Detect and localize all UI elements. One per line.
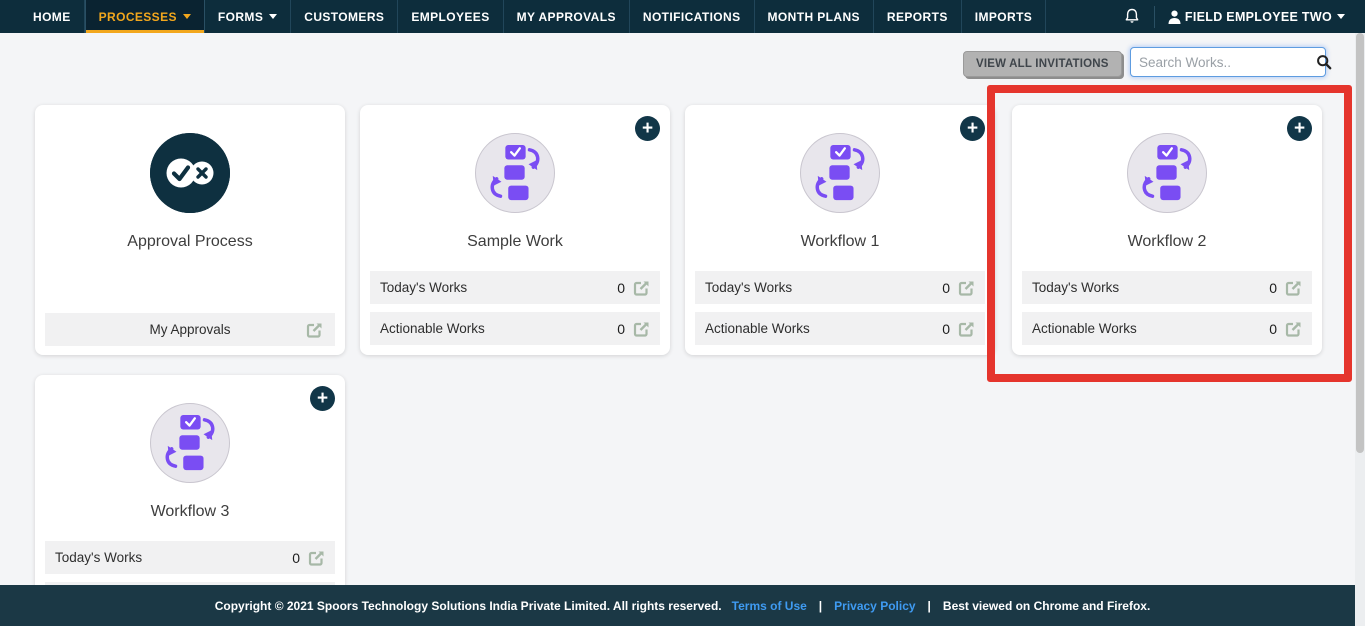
copyright-text: Copyright © 2021 Spoors Technology Solut… <box>214 598 722 613</box>
add-work-button[interactable]: + <box>310 386 335 411</box>
nav-item-my-approvals[interactable]: MY APPROVALS <box>504 0 630 33</box>
row-label: Today's Works <box>380 280 468 295</box>
workflow-icon <box>800 133 880 213</box>
todays-works-row[interactable]: Today's Works 0 <box>695 271 985 304</box>
external-link-icon[interactable] <box>306 321 323 338</box>
nav-item-processes[interactable]: PROCESSES <box>84 0 205 33</box>
actionable-works-row[interactable]: Actionable Works 0 <box>695 312 985 345</box>
nav-item-notifications[interactable]: NOTIFICATIONS <box>630 0 755 33</box>
card-workflow-3[interactable]: + Workflow 3 Today's Works 0 <box>35 375 345 625</box>
row-count: 0 <box>617 279 625 296</box>
row-count: 0 <box>1269 279 1277 296</box>
nav-item-month-plans[interactable]: MONTH PLANS <box>755 0 874 33</box>
chevron-down-icon <box>1337 14 1345 19</box>
row-label: Actionable Works <box>705 321 810 336</box>
privacy-policy-link[interactable]: Privacy Policy <box>834 598 916 613</box>
card-title: Workflow 3 <box>150 503 230 520</box>
user-name: FIELD EMPLOYEE TWO <box>1184 9 1332 24</box>
nav-item-imports[interactable]: IMPORTS <box>962 0 1047 33</box>
nav-item-label: CUSTOMERS <box>304 9 385 24</box>
row-count: 0 <box>942 279 950 296</box>
chevron-down-icon <box>182 14 191 19</box>
browser-note-text: Best viewed on Chrome and Firefox. <box>942 598 1151 613</box>
my-approvals-row[interactable]: My Approvals <box>45 313 335 346</box>
card-workflow-1[interactable]: + Workflow 1 Today's Works 0 <box>685 105 995 355</box>
row-label: My Approvals <box>149 322 231 337</box>
nav-item-label: EMPLOYEES <box>411 9 490 24</box>
card-sample-work[interactable]: + Sample Work Today's Works 0 <box>360 105 670 355</box>
nav-item-label: IMPORTS <box>974 9 1033 24</box>
nav-menu: HOME PROCESSES FORMS CUSTOMERS EMPLOYEES… <box>20 0 1047 33</box>
footer-separator: | <box>927 598 931 613</box>
bell-icon <box>1125 8 1139 23</box>
user-menu-button[interactable]: FIELD EMPLOYEE TWO <box>1155 0 1349 33</box>
nav-item-customers[interactable]: CUSTOMERS <box>291 0 399 33</box>
actionable-works-row[interactable]: Actionable Works 0 <box>370 312 660 345</box>
row-label: Actionable Works <box>1032 321 1137 336</box>
scrollbar-track[interactable] <box>1355 33 1365 626</box>
card-workflow-2[interactable]: + Workflow 2 Today's Works 0 <box>1012 105 1322 355</box>
add-work-button[interactable]: + <box>1287 116 1312 141</box>
external-link-icon[interactable] <box>1285 279 1302 296</box>
nav-divider <box>1153 5 1155 28</box>
nav-item-label: FORMS <box>217 9 264 24</box>
external-link-icon[interactable] <box>308 549 325 566</box>
search-input[interactable] <box>1139 54 1316 70</box>
terms-of-use-link[interactable]: Terms of Use <box>731 598 807 613</box>
external-link-icon[interactable] <box>1285 320 1302 337</box>
footer-separator: | <box>818 598 823 613</box>
external-link-icon[interactable] <box>633 279 650 296</box>
nav-item-employees[interactable]: EMPLOYEES <box>398 0 504 33</box>
workflow-icon <box>1127 133 1207 213</box>
nav-item-home[interactable]: HOME <box>20 0 85 33</box>
actionable-works-row[interactable]: Actionable Works 0 <box>1022 312 1312 345</box>
external-link-icon[interactable] <box>958 320 975 337</box>
nav-item-label: NOTIFICATIONS <box>642 9 741 24</box>
nav-item-label: HOME <box>33 9 71 24</box>
row-count: 0 <box>942 320 950 337</box>
row-count: 0 <box>1269 320 1277 337</box>
approval-process-icon <box>150 133 230 213</box>
top-navbar: HOME PROCESSES FORMS CUSTOMERS EMPLOYEES… <box>0 0 1365 33</box>
todays-works-row[interactable]: Today's Works 0 <box>45 541 335 574</box>
scrollbar-thumb[interactable] <box>1356 33 1364 453</box>
external-link-icon[interactable] <box>633 320 650 337</box>
view-all-invitations-button[interactable]: VIEW ALL INVITATIONS <box>963 51 1122 77</box>
nav-right-section: FIELD EMPLOYEE TWO <box>1110 0 1365 33</box>
user-icon <box>1167 9 1182 25</box>
workflow-icon <box>150 403 230 483</box>
card-title: Approval Process <box>127 233 253 250</box>
todays-works-row[interactable]: Today's Works 0 <box>370 271 660 304</box>
nav-item-forms[interactable]: FORMS <box>205 0 292 33</box>
nav-item-label: PROCESSES <box>98 9 177 24</box>
card-approval-process[interactable]: Approval Process My Approvals <box>35 105 345 355</box>
card-title: Workflow 2 <box>1127 233 1207 250</box>
nav-item-label: MONTH PLANS <box>767 9 860 24</box>
search-box <box>1130 47 1332 77</box>
row-count: 0 <box>617 320 625 337</box>
chevron-down-icon <box>269 14 278 19</box>
workflow-icon <box>475 133 555 213</box>
nav-item-label: MY APPROVALS <box>516 9 616 24</box>
row-label: Actionable Works <box>380 321 485 336</box>
nav-item-reports[interactable]: REPORTS <box>874 0 962 33</box>
todays-works-row[interactable]: Today's Works 0 <box>1022 271 1312 304</box>
nav-item-label: REPORTS <box>886 9 948 24</box>
search-icon[interactable] <box>1316 54 1332 70</box>
add-work-button[interactable]: + <box>960 116 985 141</box>
row-label: Today's Works <box>55 550 143 565</box>
add-work-button[interactable]: + <box>635 116 660 141</box>
row-count: 0 <box>292 549 300 566</box>
card-title: Sample Work <box>467 233 563 250</box>
notifications-bell-button[interactable] <box>1110 0 1154 33</box>
footer: Copyright © 2021 Spoors Technology Solut… <box>0 585 1365 626</box>
row-label: Today's Works <box>705 280 793 295</box>
external-link-icon[interactable] <box>958 279 975 296</box>
row-label: Today's Works <box>1032 280 1120 295</box>
card-title: Workflow 1 <box>800 233 880 250</box>
